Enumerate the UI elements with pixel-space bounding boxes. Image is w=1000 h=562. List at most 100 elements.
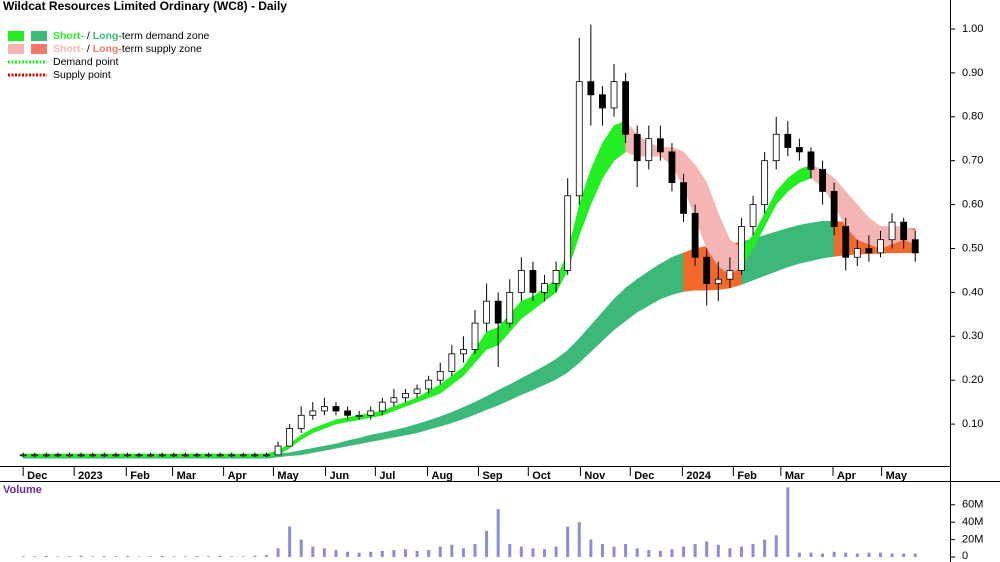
volume-bar <box>508 543 512 557</box>
volume-bar <box>102 556 106 557</box>
legend-text: Short- <box>53 43 84 55</box>
legend-text: Long- <box>93 30 123 42</box>
volume-bar <box>79 555 83 557</box>
candle-body <box>680 182 687 214</box>
candle-body <box>228 454 236 457</box>
candle-body <box>239 454 247 457</box>
legend-text: term demand zone <box>122 30 210 42</box>
x-tick-label: Aug <box>432 470 453 482</box>
candle-body <box>772 133 780 162</box>
candle-body <box>425 379 433 390</box>
volume-bar <box>739 546 743 557</box>
volume-bar <box>554 546 558 557</box>
volume-bar <box>844 552 848 557</box>
candle-body <box>633 133 641 162</box>
volume-bar <box>207 556 211 557</box>
candle-body <box>54 454 62 457</box>
y-tick-label: 0.70 <box>962 155 983 167</box>
volume-bar <box>693 543 697 557</box>
volume-bar <box>797 552 801 557</box>
candle-body <box>42 454 50 457</box>
volume-bar <box>832 551 836 557</box>
volume-bar <box>322 548 326 557</box>
volume-bar <box>763 539 767 557</box>
legend-text: Demand point <box>53 56 118 68</box>
candle-body <box>158 454 166 457</box>
candle-body <box>309 410 317 416</box>
y-tick-label: 0.30 <box>962 330 983 342</box>
candle-body <box>89 454 97 457</box>
candle-body <box>436 371 444 381</box>
x-tick-label: 2023 <box>78 470 102 482</box>
candle-body <box>911 239 919 254</box>
volume-y-tick-label: 60M <box>962 499 983 511</box>
legend-label: Supply point <box>53 69 111 81</box>
x-tick-label: Sep <box>482 470 502 482</box>
candle-body <box>726 270 734 280</box>
volume-bar <box>137 556 141 557</box>
candle-body <box>355 414 363 417</box>
legend-label: Demand point <box>53 56 118 68</box>
volume-bar <box>241 556 245 557</box>
candle-body <box>263 454 270 457</box>
legend-swatch <box>8 44 24 54</box>
volume-bar <box>635 548 639 557</box>
candle-body <box>819 169 826 192</box>
volume-bar <box>392 550 396 557</box>
candle-body <box>124 454 131 457</box>
candle-body <box>31 454 39 457</box>
legend-swatch <box>8 31 24 41</box>
candle-body <box>297 414 305 429</box>
candle-body <box>656 138 664 153</box>
candle-body <box>413 388 421 394</box>
volume-bar <box>450 544 454 557</box>
candle-body <box>703 256 711 284</box>
x-tick-label: Jul <box>379 470 395 482</box>
x-tick-label: Mar <box>785 470 805 482</box>
candle-body <box>344 410 351 416</box>
candle-body <box>541 283 548 293</box>
candle-body <box>100 454 108 457</box>
candle-body <box>877 239 884 254</box>
candle-body <box>575 81 583 197</box>
x-tick-label: Apr <box>837 470 857 482</box>
candle-body <box>205 454 212 457</box>
candle-body <box>529 270 537 293</box>
legend-text: Supply point <box>53 69 111 81</box>
candle-body <box>66 454 73 457</box>
volume-y-tick-label: 40M <box>962 516 983 528</box>
y-tick-label: 0.40 <box>962 286 983 298</box>
y-tick-label: 0.90 <box>962 67 983 79</box>
candle-body <box>691 212 699 258</box>
legend-text: Short- <box>53 30 84 42</box>
volume-bar <box>647 550 651 557</box>
candle-body <box>900 221 908 241</box>
volume-bar <box>44 555 48 557</box>
x-tick-label: Oct <box>532 470 551 482</box>
candle-body <box>599 94 606 109</box>
candle-body <box>471 322 479 350</box>
candle-body <box>610 81 618 109</box>
candle-body <box>19 454 27 457</box>
volume-bar <box>299 539 303 557</box>
legend-text: term supply zone <box>122 43 202 55</box>
x-tick-label: Dec <box>634 470 654 482</box>
volume-bar <box>311 546 315 557</box>
volume-bar <box>183 556 187 557</box>
volume-bar <box>230 556 234 557</box>
volume-y-tick-label: 0 <box>962 550 968 562</box>
candle-body <box>830 190 838 227</box>
candle-body <box>286 428 294 447</box>
x-tick-label: Dec <box>27 470 47 482</box>
volume-bar <box>218 555 222 557</box>
chart-title: Wildcat Resources Limited Ordinary (WC8)… <box>3 0 287 13</box>
volume-bar <box>172 556 176 557</box>
volume-bar <box>786 487 790 557</box>
volume-bar <box>68 556 72 557</box>
volume-bar <box>624 543 628 557</box>
candle-body <box>668 151 676 184</box>
candle-body <box>77 454 85 457</box>
volume-bar <box>438 546 442 557</box>
x-tick-label: Feb <box>130 470 150 482</box>
